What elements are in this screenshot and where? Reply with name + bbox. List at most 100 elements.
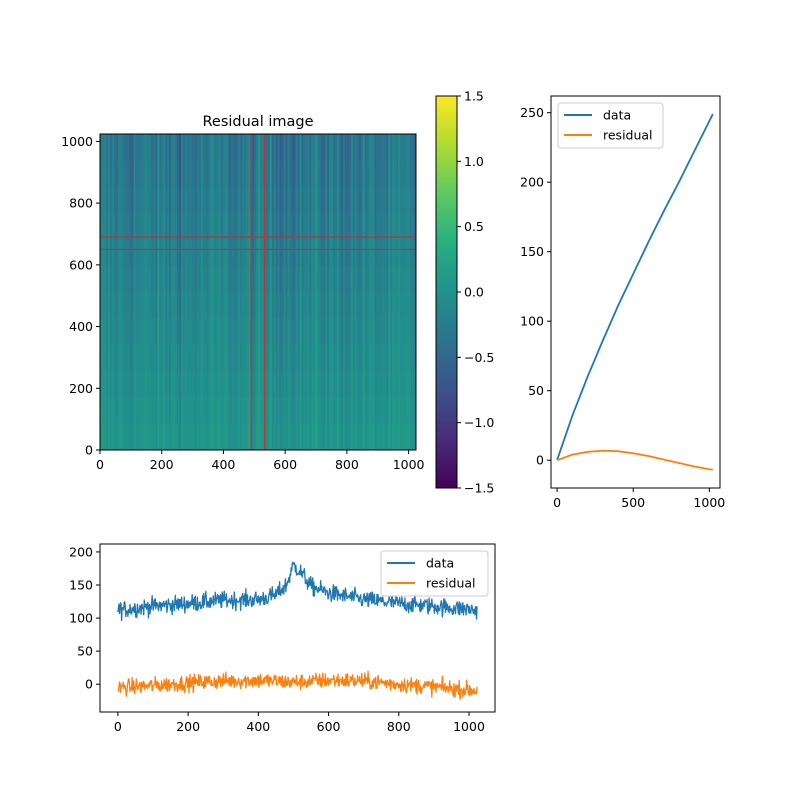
heatmap-cell xyxy=(267,160,271,188)
heatmap-cell xyxy=(192,371,196,398)
heatmap-cell xyxy=(179,160,182,188)
heatmap-cell xyxy=(412,160,415,188)
heatmap-cell xyxy=(238,213,241,240)
heatmap-cell xyxy=(157,397,160,425)
heatmap-cell xyxy=(171,186,174,214)
heatmap-cell xyxy=(119,423,123,450)
heatmap-cell xyxy=(222,292,226,319)
heatmap-cell xyxy=(317,344,320,372)
heatmap-cell xyxy=(321,344,324,372)
heatmap-cell xyxy=(163,239,166,267)
heatmap-cell xyxy=(285,397,289,425)
heatmap-cell xyxy=(362,371,366,398)
heatmap-cell xyxy=(200,423,204,450)
heatmap-cell xyxy=(354,265,358,293)
heatmap-cell xyxy=(358,318,362,346)
heatmap-cell xyxy=(212,186,216,214)
heatmap-cell xyxy=(362,318,366,346)
heatmap-cell xyxy=(218,134,222,161)
heatmap-cell xyxy=(107,397,111,425)
heatmap-cell xyxy=(321,239,324,267)
heatmap-cell xyxy=(159,292,162,319)
heatmap-cell xyxy=(137,213,141,240)
heatmap-cell xyxy=(414,371,416,398)
heatmap-cell xyxy=(194,318,198,346)
heatmap-cell xyxy=(254,397,257,425)
heatmap-cell xyxy=(388,397,391,425)
heatmap-cell xyxy=(303,265,307,293)
heatmap-cell xyxy=(179,213,182,240)
heatmap-cell xyxy=(240,265,243,293)
heatmap-cell xyxy=(157,265,160,293)
heatmap-cell xyxy=(145,160,149,188)
heatmap-cell xyxy=(137,160,141,188)
heatmap-cell xyxy=(269,344,273,372)
heatmap-cell xyxy=(313,318,316,346)
heatmap-cell xyxy=(167,160,170,188)
heatmap-cell xyxy=(236,397,239,425)
heatmap-cell xyxy=(129,423,133,450)
heatmap-cell xyxy=(224,265,228,293)
heatmap-cell xyxy=(315,160,318,188)
heatmap-cell xyxy=(323,265,326,293)
heatmap-cell xyxy=(125,397,129,425)
heatmap-cell xyxy=(184,423,188,450)
heatmap-cell xyxy=(384,160,387,188)
heatmap-cell xyxy=(273,344,277,372)
heatmap-cell xyxy=(123,134,127,161)
heatmap-cell xyxy=(188,318,192,346)
heatmap-cell xyxy=(398,134,401,161)
heatmap-cell xyxy=(390,423,393,450)
heatmap-cell xyxy=(392,292,395,319)
heatmap-cell xyxy=(374,371,378,398)
heatmap-cell xyxy=(335,344,338,372)
heatmap-cell xyxy=(109,186,113,214)
heatmap-cell xyxy=(370,134,374,161)
heatmap-cell xyxy=(159,423,162,450)
heatmap-cell xyxy=(382,186,386,214)
heatmap-cell xyxy=(117,213,121,240)
heatmap-cell xyxy=(303,423,307,450)
heatmap-cell xyxy=(281,186,285,214)
heatmap-cell xyxy=(340,134,344,161)
heatmap-cell xyxy=(149,186,152,214)
heatmap-cell xyxy=(414,292,416,319)
x-tick-label: 1000 xyxy=(453,719,485,734)
heatmap-cell xyxy=(177,292,180,319)
heatmap-cell xyxy=(157,423,160,450)
heatmap-cell xyxy=(301,160,305,188)
heatmap-cell xyxy=(410,292,413,319)
heatmap-cell xyxy=(287,423,291,450)
heatmap-cell xyxy=(149,344,152,372)
heatmap-cell xyxy=(321,160,324,188)
heatmap-cell xyxy=(281,160,285,188)
heatmap-cell xyxy=(285,318,289,346)
heatmap-cell xyxy=(109,265,113,293)
heatmap-cell xyxy=(133,397,137,425)
heatmap-cell xyxy=(410,265,413,293)
heatmap-cell xyxy=(267,292,271,319)
heatmap-cell xyxy=(171,318,174,346)
heatmap-cell xyxy=(265,134,269,161)
heatmap-cell xyxy=(200,239,204,267)
heatmap-cell xyxy=(135,239,139,267)
heatmap-cell xyxy=(372,186,376,214)
heatmap-cell xyxy=(356,423,360,450)
heatmap-cell xyxy=(141,265,145,293)
heatmap-cell xyxy=(242,213,245,240)
y-tick-label: 100 xyxy=(520,314,544,329)
heatmap-cell xyxy=(362,186,366,214)
heatmap-cell xyxy=(139,213,143,240)
heatmap-cell xyxy=(173,371,176,398)
heatmap-cell xyxy=(364,292,368,319)
heatmap-cell xyxy=(123,239,127,267)
heatmap-cell xyxy=(256,160,259,188)
heatmap-cell xyxy=(258,344,261,372)
heatmap-cell xyxy=(301,239,305,267)
heatmap-cell xyxy=(338,292,342,319)
heatmap-cell xyxy=(388,265,391,293)
heatmap-cell xyxy=(265,423,269,450)
heatmap-cell xyxy=(177,265,180,293)
heatmap-cell xyxy=(382,160,386,188)
